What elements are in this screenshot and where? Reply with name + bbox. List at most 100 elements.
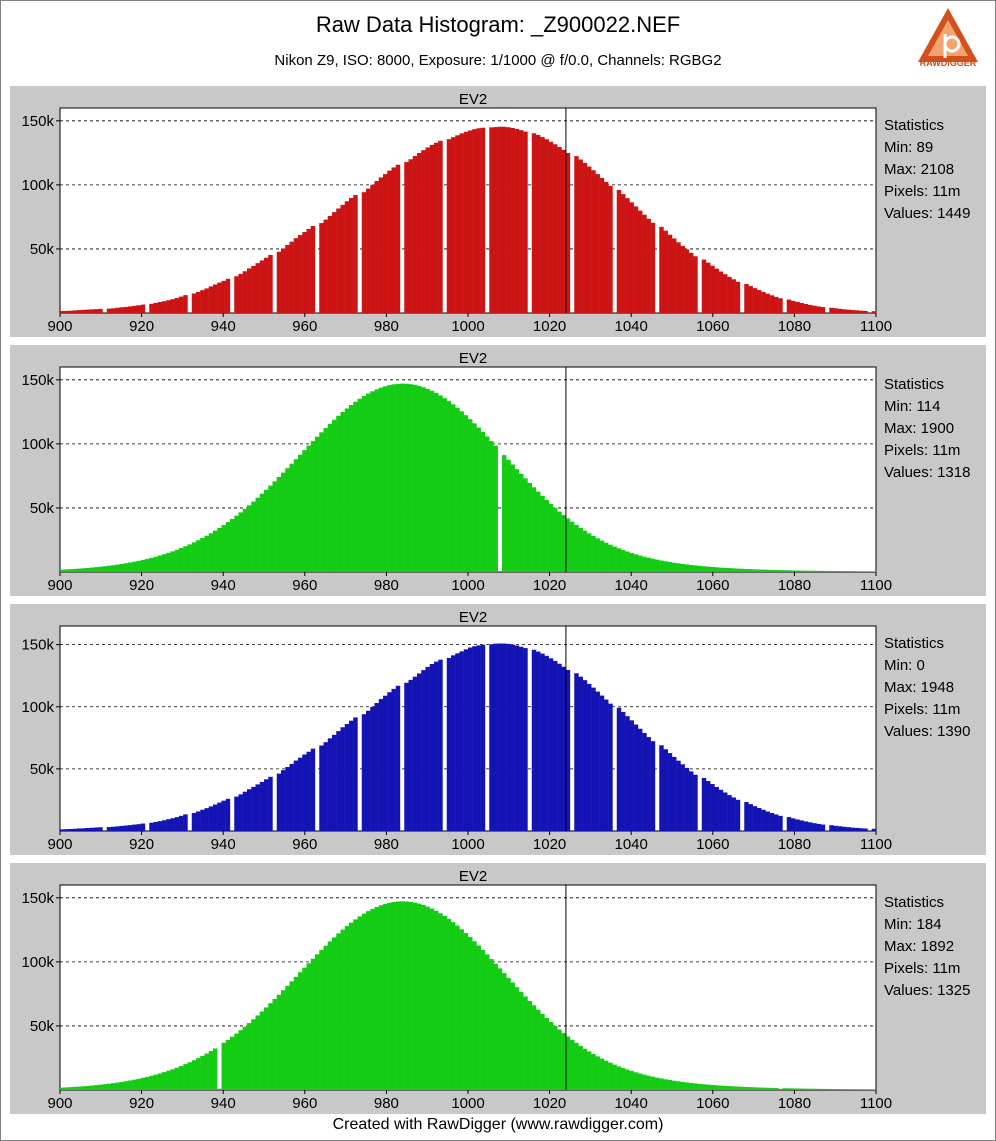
histogram-bar	[591, 170, 596, 313]
histogram-bar	[446, 657, 452, 831]
histogram-bar	[786, 570, 792, 572]
histogram-bar	[264, 1007, 269, 1090]
histogram-bar	[383, 174, 388, 313]
histogram-bar	[98, 1084, 103, 1090]
histogram-bar	[493, 127, 498, 313]
histogram-bar	[871, 571, 877, 572]
histogram-bar	[421, 670, 426, 831]
histogram-bar	[531, 133, 537, 313]
panel-label: EV2	[458, 609, 488, 626]
x-tick-label: 1060	[696, 1095, 729, 1112]
histogram-bar	[744, 568, 749, 572]
histogram-bar	[60, 1087, 65, 1090]
histogram-bar	[740, 1086, 745, 1090]
histogram-bar	[353, 401, 358, 572]
histogram-bar	[463, 933, 469, 1090]
histogram-bar	[595, 538, 600, 572]
histogram-bar	[867, 571, 872, 572]
histogram-bar	[871, 311, 877, 313]
histogram-bar	[604, 542, 609, 572]
histogram-bar	[463, 131, 469, 313]
histogram-bar	[225, 522, 231, 572]
histogram-bar	[850, 827, 855, 831]
histogram-bar	[833, 308, 838, 313]
y-tick-label: 100k	[21, 954, 54, 971]
histogram-bar	[293, 760, 299, 831]
x-tick-label: 1020	[533, 1095, 566, 1112]
histogram-bar	[200, 1055, 205, 1090]
histogram-bar	[395, 383, 401, 572]
histogram-bar	[565, 152, 571, 313]
histogram-bar	[846, 1089, 851, 1090]
x-tick-label: 920	[129, 836, 154, 853]
histogram-bar	[429, 908, 435, 1090]
histogram-bar	[731, 1086, 736, 1090]
histogram-bar	[663, 230, 668, 313]
histogram-bar	[476, 645, 481, 831]
histogram-bar	[714, 268, 719, 313]
histogram-bar	[519, 473, 524, 572]
histogram-bar	[247, 1023, 252, 1090]
histogram-bar	[315, 436, 320, 572]
histogram-bar	[247, 505, 252, 572]
histogram-bar	[489, 644, 494, 831]
histogram-bar	[344, 926, 350, 1090]
histogram-bar	[438, 140, 443, 313]
x-tick-label: 940	[211, 577, 236, 594]
histogram-bar	[646, 737, 651, 831]
histogram-bar	[166, 300, 171, 313]
histogram-bar	[425, 666, 430, 831]
histogram-bar	[140, 823, 146, 831]
histogram-bar	[332, 734, 337, 831]
histogram-bar	[710, 265, 715, 313]
histogram-bar	[230, 1036, 235, 1090]
histogram-bar	[629, 720, 634, 831]
x-tick-label: 1060	[696, 318, 729, 335]
histogram-bar	[319, 223, 324, 313]
histogram-bar	[404, 901, 409, 1090]
histogram-bar	[383, 386, 388, 572]
y-tick-label: 50k	[30, 761, 55, 778]
histogram-bar	[395, 685, 401, 831]
x-tick-label: 1000	[451, 836, 484, 853]
histogram-bar	[837, 571, 843, 572]
histogram-bar	[684, 564, 690, 572]
statistics-heading: Statistics	[884, 894, 945, 911]
histogram-bar	[102, 1084, 107, 1090]
histogram-bar	[255, 263, 260, 313]
histogram-bar	[153, 556, 158, 572]
histogram-bar	[293, 238, 299, 313]
histogram-bar	[578, 527, 583, 572]
histogram-bar	[123, 1081, 129, 1090]
histogram-bar	[115, 826, 120, 831]
histogram-bar	[604, 1060, 609, 1090]
histogram-bar	[663, 1079, 668, 1090]
histogram-bar	[191, 293, 197, 313]
histogram-bar	[820, 824, 826, 831]
histogram-bar	[285, 985, 290, 1090]
histogram-bar	[115, 307, 120, 313]
statistics-values: Values: 1390	[884, 723, 971, 740]
histogram-bar	[531, 649, 537, 831]
x-tick-label: 980	[374, 318, 399, 335]
histogram-bar	[727, 568, 732, 572]
histogram-bar	[336, 933, 341, 1090]
histogram-bar	[174, 549, 180, 572]
histogram-bar	[340, 929, 345, 1090]
histogram-bar	[119, 825, 124, 831]
histogram-bar	[561, 149, 566, 313]
histogram-bar	[446, 918, 452, 1090]
histogram-bar	[812, 823, 817, 831]
x-tick-label: 980	[374, 836, 399, 853]
histogram-bar	[786, 817, 792, 831]
histogram-bar	[514, 469, 520, 572]
histogram-bar	[412, 676, 418, 831]
statistics-box: Statistics Min: 114 Max: 1900 Pixels: 11…	[884, 374, 970, 484]
histogram-bar	[323, 219, 328, 313]
histogram-bar	[68, 569, 73, 572]
histogram-bar	[476, 128, 481, 313]
histogram-bar	[803, 821, 809, 831]
histogram-bar	[570, 1039, 575, 1090]
statistics-box: Statistics Min: 0 Max: 1948 Pixels: 11m …	[884, 633, 970, 743]
histogram-bar	[833, 825, 838, 831]
